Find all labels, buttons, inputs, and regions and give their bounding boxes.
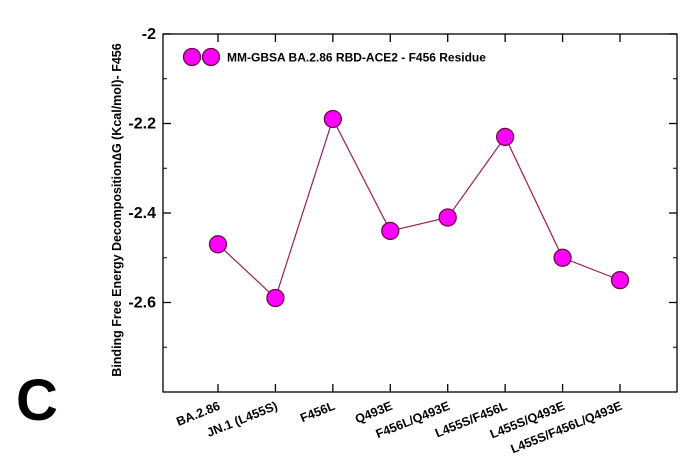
y-tick-label: -2.2 [128,116,156,133]
data-point [610,270,630,290]
plot-frame [162,33,678,393]
panel-label: C [16,368,58,433]
data-point [381,221,400,241]
legend-marker [182,47,202,67]
y-tick-label: -2.4 [128,205,156,222]
y-axis-title: Binding Free Energy Decomposition∆G (Kca… [110,43,124,376]
data-point [553,248,572,267]
x-tick-label: F456L [298,399,337,426]
data-point [438,208,457,227]
data-point [323,109,343,129]
data-point [495,127,515,147]
series-line [217,117,621,300]
y-tick-label: -2 [142,26,156,43]
data-point [266,288,285,308]
legend-marker [201,47,221,67]
data-point [208,235,228,254]
legend-label: MM-GBSA BA.2.86 RBD-ACE2 - F456 Residue [227,51,486,65]
y-tick-label: -2.6 [128,295,156,312]
